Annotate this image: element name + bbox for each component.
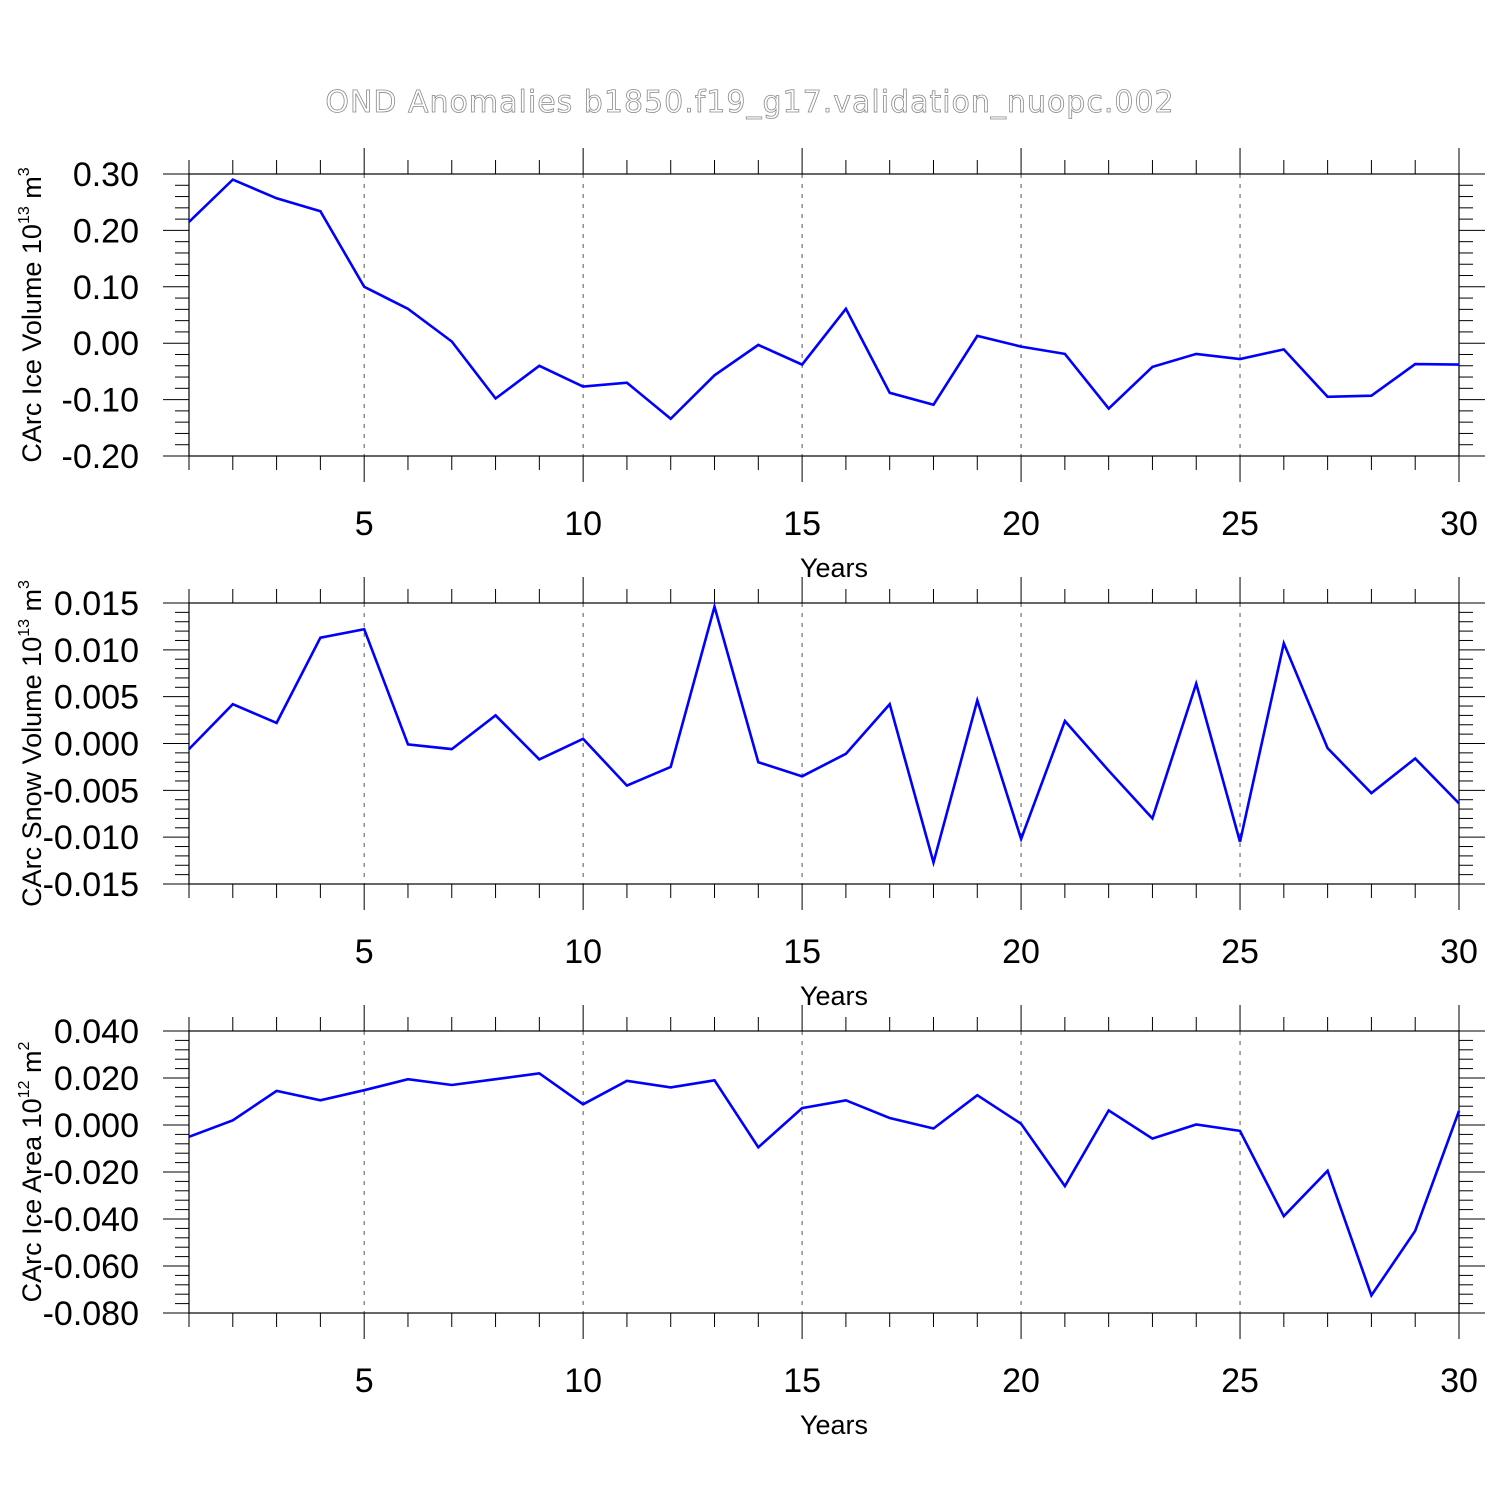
chart-panel-2: 5 10 15 20 25 30 -0.015 -0.010 -0.005 0.000 0.005 0… [16, 577, 1485, 1011]
y-tick-label: 0.015 [54, 585, 139, 623]
y-axis-label: CArc Ice Volume 1013 m3 [16, 167, 47, 462]
x-axis-label: Years [800, 981, 868, 1011]
y-tick-label: 0.10 [73, 269, 139, 307]
y-axis-label: CArc Ice Area 1012 m2 [16, 1042, 47, 1303]
chart-panel-1: 5 10 15 20 25 30 -0.20 -0.10 0.00 0.10 0.20 0.30 Yea… [16, 148, 1485, 583]
y-tick-label: -0.010 [43, 819, 139, 857]
y-tick-label: 0.30 [73, 156, 139, 194]
x-tick-label: 20 [1002, 933, 1040, 971]
x-tick-label: 25 [1221, 1362, 1259, 1400]
y-tick-label: -0.20 [62, 438, 140, 476]
y-tick-label: 0.020 [54, 1060, 139, 1098]
y-axis-label: CArc Snow Volume 1013 m3 [16, 580, 47, 907]
x-tick-label: 5 [355, 505, 374, 543]
y-tick-label: -0.10 [62, 382, 140, 420]
x-tick-label: 15 [783, 1362, 821, 1400]
x-tick-label: 20 [1002, 505, 1040, 543]
chart-panel-3: 5 10 15 20 25 30 -0.080 -0.060 -0.040 -0.020 0.000… [16, 1005, 1485, 1440]
x-tick-label: 30 [1440, 933, 1478, 971]
y-tick-label: -0.040 [43, 1201, 139, 1239]
y-tick-label: -0.020 [43, 1154, 139, 1192]
x-tick-label: 10 [564, 933, 602, 971]
series-line [188, 178, 1460, 421]
y-tick-label: 0.00 [73, 325, 139, 363]
panels-group: 5 10 15 20 25 30 -0.20 -0.10 0.00 0.10 0.20 0.30 Yea… [16, 148, 1485, 1440]
y-tick-label: 0.000 [54, 1107, 139, 1145]
x-axis-label: Years [800, 1410, 868, 1440]
x-tick-label: 30 [1440, 505, 1478, 543]
x-tick-label: 5 [355, 933, 374, 971]
y-tick-label: -0.060 [43, 1248, 139, 1286]
series-line [188, 601, 1460, 868]
figure-title: OND Anomalies b1850.f19_g17.validation_n… [325, 85, 1174, 120]
x-tick-label: 25 [1221, 505, 1259, 543]
x-tick-label: 20 [1002, 1362, 1040, 1400]
plot-frame [188, 173, 1460, 457]
x-axis-label: Years [800, 553, 868, 583]
x-tick-label: 25 [1221, 933, 1259, 971]
y-tick-label: 0.000 [54, 726, 139, 764]
y-tick-label: 0.040 [54, 1013, 139, 1051]
x-tick-label: 10 [564, 505, 602, 543]
x-tick-label: 15 [783, 505, 821, 543]
y-tick-label: -0.005 [43, 772, 139, 810]
y-tick-label: 0.010 [54, 632, 139, 670]
y-tick-label: -0.015 [43, 866, 139, 904]
series-line [188, 1071, 1461, 1299]
x-tick-label: 15 [783, 933, 821, 971]
y-tick-label: 0.005 [54, 679, 139, 717]
y-tick-label: 0.20 [73, 212, 139, 250]
x-tick-label: 10 [564, 1362, 602, 1400]
x-tick-label: 5 [355, 1362, 374, 1400]
x-tick-label: 30 [1440, 1362, 1478, 1400]
y-tick-label: -0.080 [43, 1295, 139, 1333]
